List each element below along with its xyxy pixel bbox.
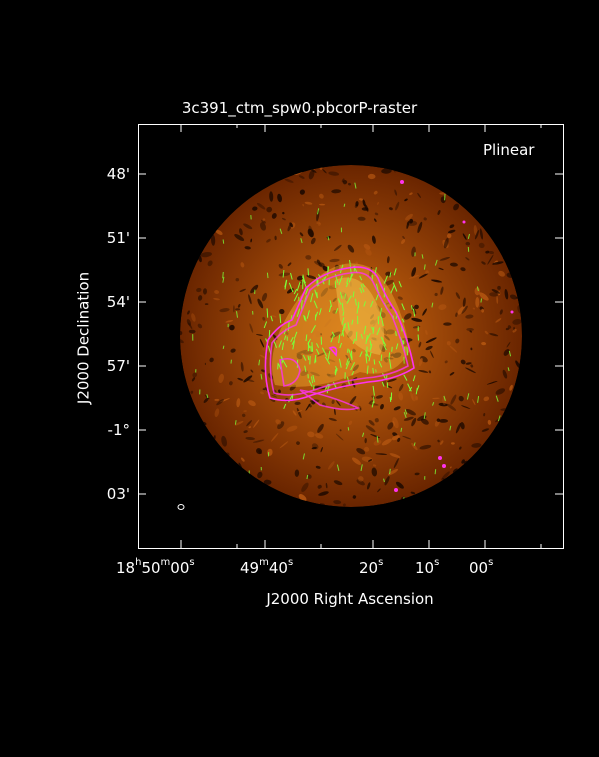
plot-frame xyxy=(138,124,564,549)
x-axis-label: J2000 Right Ascension xyxy=(266,590,434,608)
dec-tick-label: 03' xyxy=(106,485,130,503)
dec-tick-label: 57' xyxy=(106,357,130,375)
dec-tick-label: -1° xyxy=(107,421,130,439)
panel-label: Plinear xyxy=(483,141,535,159)
polarization-vectors xyxy=(190,180,512,503)
ra-tick-label: 20s xyxy=(359,557,384,577)
plot-title: 3c391_ctm_spw0.pbcorP-raster xyxy=(181,99,418,117)
ra-tick-label: 00s xyxy=(469,557,494,577)
image-raster xyxy=(180,165,522,507)
axis-ticks xyxy=(138,124,563,548)
y-axis-label: J2000 Declination xyxy=(74,271,93,405)
ra-tick-label: 10s xyxy=(415,557,440,577)
edge-contours xyxy=(394,180,514,492)
dec-tick-label: 48' xyxy=(106,165,130,183)
dec-tick-label: 54' xyxy=(106,293,130,311)
ra-tick-label: 49m40s xyxy=(240,557,294,577)
dec-tick-label: 51' xyxy=(106,229,130,247)
beam-ellipse xyxy=(177,504,185,510)
ra-tick-label: 18h50m00s xyxy=(116,557,195,577)
intensity-contours xyxy=(264,266,415,411)
